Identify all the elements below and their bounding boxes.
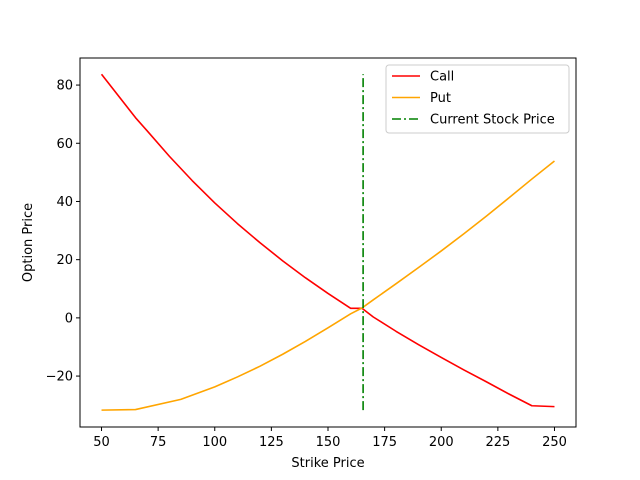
y-tick-label: 40 [56, 195, 73, 210]
x-tick-label: 225 [485, 435, 510, 450]
legend-label-1: Call [430, 70, 454, 85]
y-tick-label: 20 [56, 253, 73, 268]
y-tick-label: 60 [56, 137, 73, 152]
y-tick-label: −20 [46, 370, 73, 385]
x-tick-label: 200 [429, 435, 454, 450]
x-tick-label: 100 [202, 435, 227, 450]
x-tick-label: 50 [93, 435, 110, 450]
y-axis: −20 0 20 40 60 80 [46, 79, 80, 385]
legend: Call Put Current Stock Price [385, 64, 570, 134]
legend-box [385, 64, 570, 134]
x-tick-label: 150 [316, 435, 341, 450]
series-line-1 [100, 73, 555, 408]
x-tick-label: 125 [259, 435, 284, 450]
y-tick-label: 0 [65, 311, 73, 326]
x-tick-label: 250 [542, 435, 567, 450]
x-axis-label: Strike Price [291, 456, 364, 471]
series-line-2 [101, 160, 555, 411]
legend-label-2: Put [430, 91, 451, 106]
y-axis-label: Option Price [21, 203, 36, 282]
legend-label-3: Current Stock Price [430, 113, 555, 128]
x-tick-label: 175 [372, 435, 397, 450]
y-tick-label: 80 [56, 79, 73, 94]
x-axis: 50 75 100 125 150 175 200 225 250 [93, 427, 567, 450]
x-tick-label: 75 [150, 435, 167, 450]
plot-lines [100, 73, 555, 411]
